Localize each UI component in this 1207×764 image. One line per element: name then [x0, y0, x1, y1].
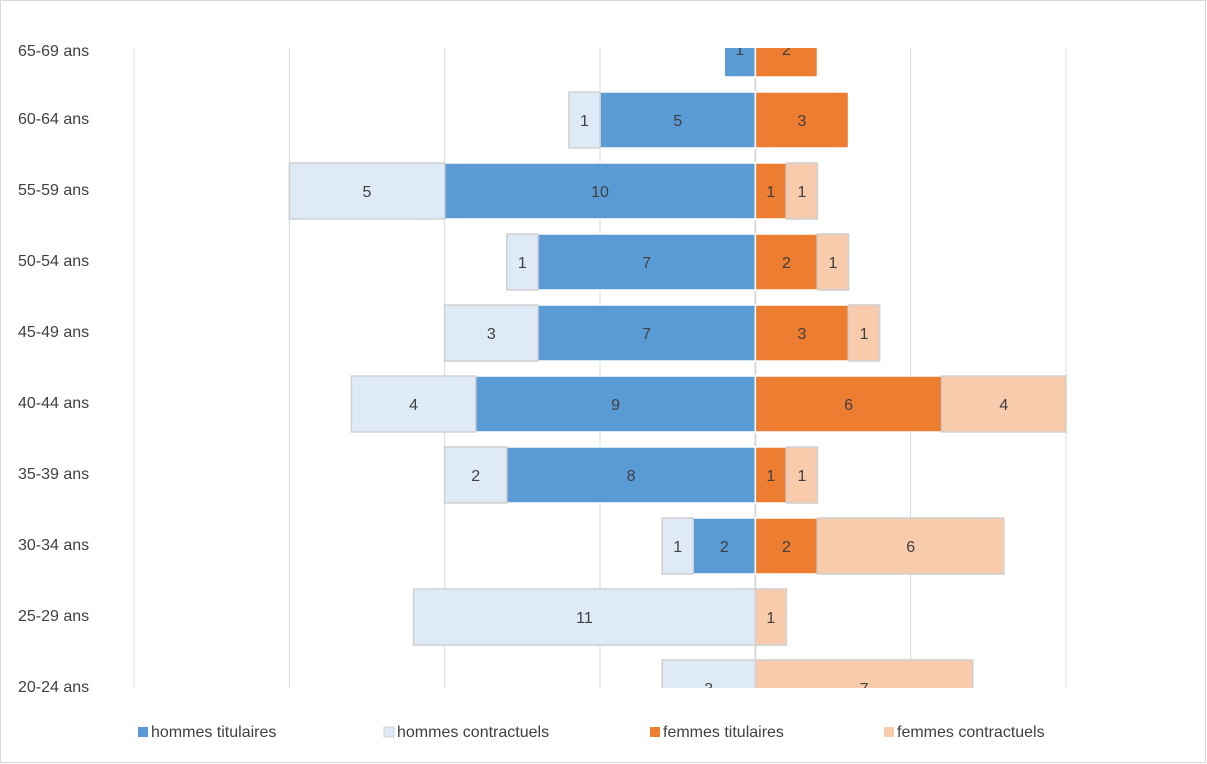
bar — [661, 517, 694, 575]
data-label: 11 — [576, 610, 593, 627]
data-label: 3 — [487, 326, 496, 343]
legend-label: femmes titulaires — [663, 724, 784, 741]
bar — [816, 517, 1005, 575]
data-label: 1 — [797, 468, 806, 485]
bar — [288, 162, 446, 220]
bar — [537, 233, 757, 291]
bar — [443, 304, 539, 362]
y-tick-label: 50-54 ans — [18, 253, 89, 270]
data-label: 6 — [906, 539, 915, 556]
y-tick-label: 65-69 ans — [18, 43, 89, 60]
data-label: 7 — [860, 681, 869, 698]
legend-marker — [383, 726, 395, 738]
y-tick-label: 20-24 ans — [18, 679, 89, 696]
data-label: 1 — [673, 539, 682, 556]
bar — [785, 162, 819, 220]
legend-label: femmes contractuels — [897, 724, 1045, 741]
data-label: 2 — [720, 539, 729, 556]
data-label: 3 — [797, 326, 806, 343]
legend-marker — [650, 727, 660, 737]
y-tick-label: 60-64 ans — [18, 111, 89, 128]
bar — [940, 375, 1067, 433]
bar — [723, 48, 757, 78]
data-label: 2 — [782, 539, 791, 556]
legend-label: hommes contractuels — [397, 724, 549, 741]
y-tick-label: 35-39 ans — [18, 466, 89, 483]
bar — [506, 446, 757, 504]
data-label: 2 — [782, 255, 791, 272]
bar — [443, 446, 508, 504]
data-label: 4 — [999, 397, 1008, 414]
bar — [785, 446, 819, 504]
bar — [568, 91, 601, 149]
bar — [847, 304, 881, 362]
data-label: 3 — [704, 681, 713, 698]
data-label: 1 — [860, 326, 869, 343]
bar — [443, 162, 757, 220]
data-label: 9 — [611, 397, 620, 414]
legend-marker — [884, 727, 894, 737]
bar — [506, 233, 539, 291]
bar — [754, 659, 974, 688]
bar — [754, 91, 850, 149]
bar — [754, 446, 788, 504]
legend-marker — [138, 727, 148, 737]
bar — [754, 517, 819, 575]
bar — [537, 304, 757, 362]
data-label: 1 — [735, 42, 744, 59]
y-tick-label: 30-34 ans — [18, 537, 89, 554]
bar — [661, 659, 757, 688]
y-tick-label: 45-49 ans — [18, 324, 89, 341]
bar — [754, 162, 788, 220]
data-label: 1 — [518, 255, 527, 272]
bar — [754, 233, 819, 291]
y-tick-label: 40-44 ans — [18, 395, 89, 412]
data-label: 7 — [642, 255, 651, 272]
data-label: 4 — [409, 397, 418, 414]
bar — [754, 304, 850, 362]
legend-label: hommes titulaires — [151, 724, 276, 741]
data-label: 2 — [782, 42, 791, 59]
bar — [412, 588, 757, 646]
data-label: 6 — [844, 397, 853, 414]
bar — [350, 375, 477, 433]
data-label: 2 — [471, 468, 480, 485]
data-label: 3 — [797, 113, 806, 130]
data-label: 10 — [591, 184, 609, 201]
y-tick-label: 55-59 ans — [18, 182, 89, 199]
data-label: 7 — [642, 326, 651, 343]
data-label: 1 — [829, 255, 838, 272]
data-label: 1 — [766, 184, 775, 201]
y-tick-label: 25-29 ans — [18, 608, 89, 625]
data-label: 1 — [766, 468, 775, 485]
data-label: 5 — [673, 113, 682, 130]
data-label: 1 — [766, 610, 775, 627]
data-label: 5 — [363, 184, 372, 201]
bar — [692, 517, 757, 575]
data-label: 1 — [580, 113, 589, 130]
bar — [816, 233, 850, 291]
bar — [754, 588, 788, 646]
bar — [754, 48, 819, 78]
bar — [474, 375, 757, 433]
data-label: 8 — [627, 468, 636, 485]
data-label: 1 — [797, 184, 806, 201]
